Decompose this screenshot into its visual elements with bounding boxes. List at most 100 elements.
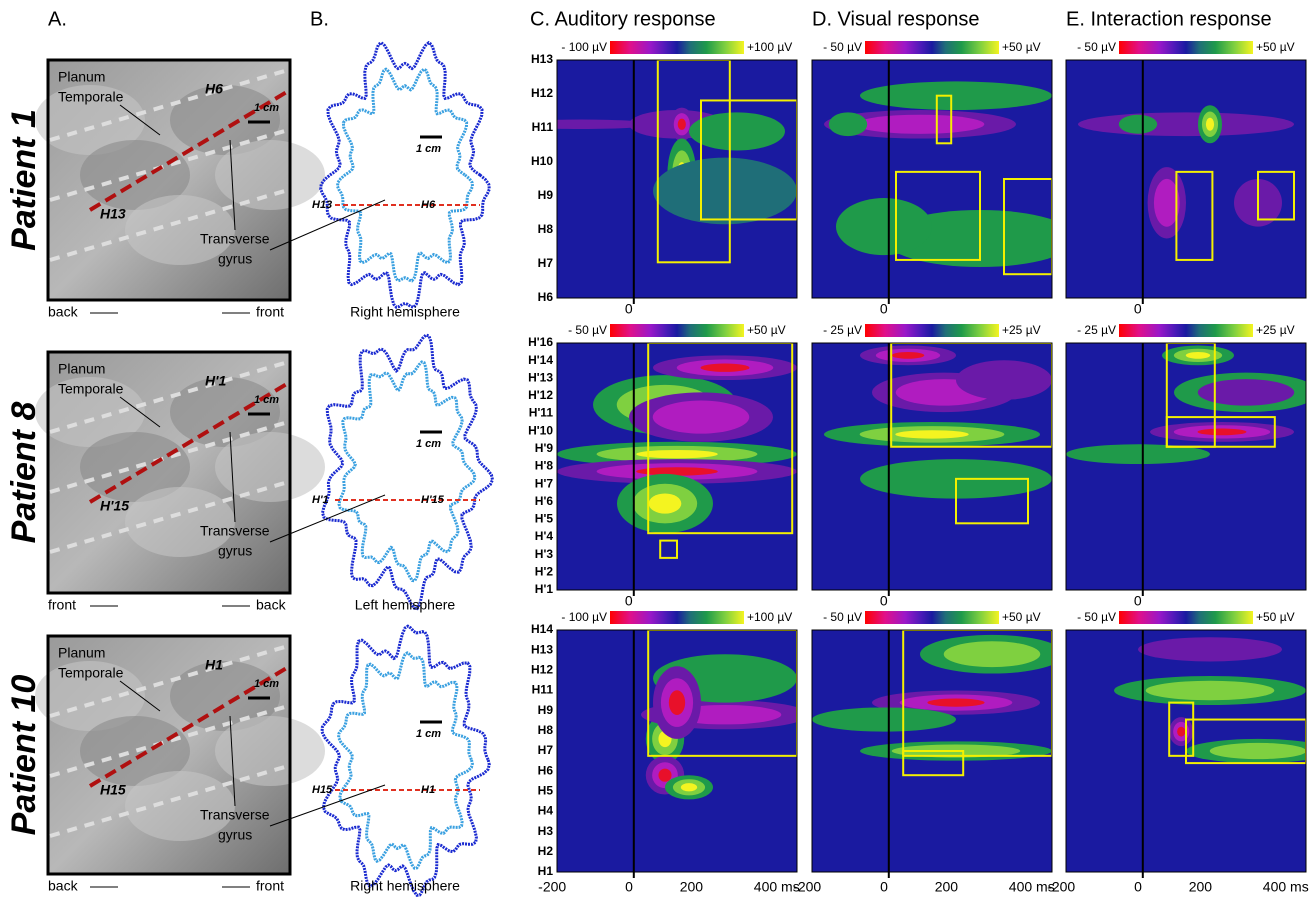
colorbar [1119,41,1253,54]
electrode-label: H'4 [535,529,554,543]
section-outline [322,626,489,895]
x-tick-label: -200 [538,879,566,895]
response-blob [944,641,1040,667]
electrode-label: H8 [538,222,554,236]
section-inner [338,69,473,281]
electrode-label: H'8 [535,459,554,473]
response-blob [669,690,685,715]
response-blob [678,119,686,130]
electrode-label: H'6 [535,494,554,508]
column-header: C. Auditory response [530,8,716,30]
electrode-label: H6 [538,290,554,304]
colorbar-max: +25 µV [1002,323,1041,337]
electrode-label: H2 [538,844,554,858]
electrode-label: H3 [538,824,554,838]
direction: back [256,597,287,613]
page: A.B.C. Auditory responseD. Visual respon… [0,0,1316,897]
direction: back [48,878,79,894]
response-blob [1146,681,1275,700]
colorbar-max: +50 µV [1256,40,1295,54]
section-end: H15 [312,784,333,796]
colorbar-min: - 50 µV [1077,610,1116,624]
colorbar-min: - 100 µV [561,610,607,624]
direction: front [256,304,284,320]
zero-label: 0 [880,301,888,317]
patient-label: Patient 1 [5,109,43,251]
response-blob [1119,115,1157,134]
response-blob [1186,352,1210,359]
colorbar-min: - 50 µV [568,323,607,337]
column-header: B. [310,8,329,30]
response-blob [927,698,984,706]
patient-label: Patient 8 [5,402,43,544]
electrode-label: H11 [532,120,554,134]
section-end: H13 [312,199,332,211]
electrode-end: H13 [100,206,126,222]
electrode-label: H'10 [528,423,553,437]
colorbar-min: - 50 µV [823,40,862,54]
electrode-label: H'16 [528,335,553,349]
electrode-label: H9 [538,188,554,202]
anatomy-label: gyrus [218,251,252,267]
electrode-label: H13 [531,52,553,66]
colorbar-max: +50 µV [1002,610,1041,624]
scale-label: 1 cm [416,728,441,740]
electrode-label: H'11 [529,406,554,420]
anatomy-label: Planum [58,69,105,85]
colorbar-min: - 100 µV [561,40,607,54]
direction: front [256,878,284,894]
electrode-label: H12 [531,663,553,677]
response-blob [1177,727,1185,737]
response-blob [653,158,797,225]
section-caption: Right hemisphere [350,878,460,894]
zero-label: 0 [1134,593,1142,609]
response-blob [658,769,671,782]
section-inner [339,362,475,581]
electrode-label: H'1 [535,582,554,596]
electrode-end: H1 [205,657,223,673]
section-caption: Left hemisphere [355,597,456,613]
electrode-label: H'7 [535,476,554,490]
colorbar-max: +100 µV [747,610,792,624]
colorbar [865,611,999,624]
electrode-label: H13 [531,642,553,656]
anatomy-label: gyrus [218,827,252,843]
electrode-label: H'2 [535,565,554,579]
anatomy-label: Transverse [200,231,270,247]
colorbar [1119,324,1253,337]
colorbar [610,611,744,624]
scale-label: 1 cm [416,143,441,155]
colorbar-min: - 25 µV [1077,323,1116,337]
anatomy-label: Temporale [58,381,124,397]
response-blob [829,112,867,136]
electrode-label: H5 [538,784,554,798]
electrode-label: H'5 [535,512,554,526]
electrode-label: H1 [538,864,554,878]
electrode-end: H'1 [205,373,226,389]
x-tick-label: 200 [680,879,704,895]
colorbar-max: +50 µV [1256,610,1295,624]
response-blob [892,352,925,359]
x-tick-label: 200 [935,879,959,895]
colorbar [610,324,744,337]
electrode-label: H'9 [535,441,554,455]
response-blob [812,707,956,731]
x-tick-label: -200 [1047,879,1075,895]
electrode-label: H9 [538,703,554,717]
colorbar-min: - 25 µV [823,323,862,337]
response-blob [649,493,682,513]
section-end: H1 [421,784,435,796]
x-tick-label: 200 [1189,879,1213,895]
response-blob [1198,429,1247,436]
electrode-label: H'13 [528,370,553,384]
column-header: E. Interaction response [1066,8,1272,30]
electrode-label: H4 [538,804,554,818]
x-tick-label: 0 [880,879,888,895]
electrode-label: H12 [531,86,553,100]
electrode-label: H8 [538,723,554,737]
response-blob [1210,743,1306,759]
anatomy-label: Transverse [200,807,270,823]
response-blob [1078,112,1294,136]
colorbar-min: - 50 µV [823,610,862,624]
electrode-label: H'3 [535,547,554,561]
